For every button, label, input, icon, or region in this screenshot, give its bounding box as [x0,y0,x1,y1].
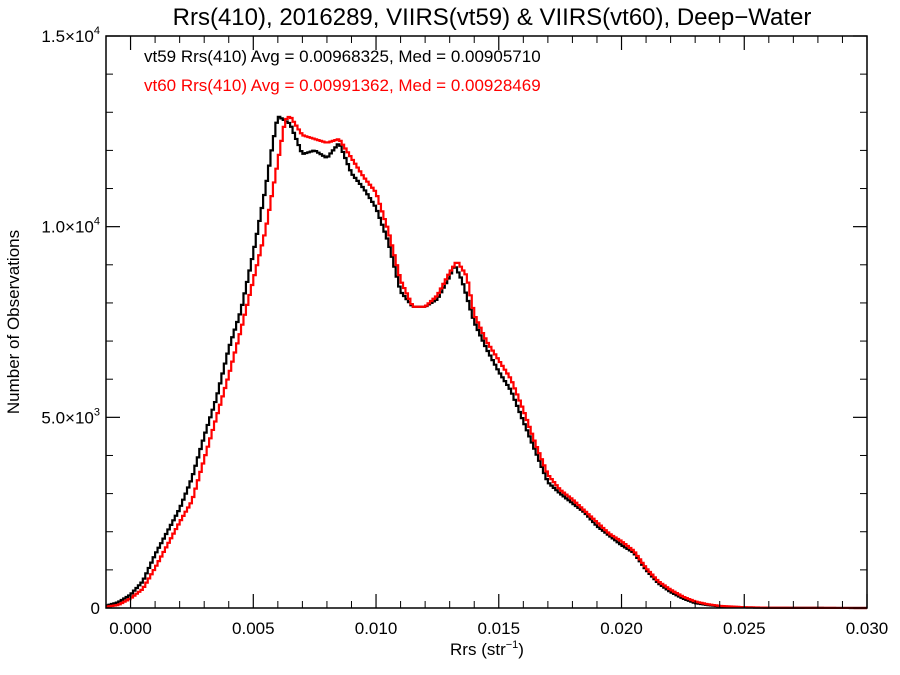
y-tick-label: 5.0×103 [41,406,100,427]
plot-frame [105,35,868,609]
tick-layer: 0.000 0.005 0.010 0.015 0.020 0.025 0.030 0 5.0×… [41,25,888,638]
y-tick-label: 1.0×104 [41,216,100,237]
y-axis-label: Number of Observations [4,230,23,414]
legend-entry-vt60: vt60 Rrs(410) Avg = 0.00991362, Med = 0.… [144,76,541,95]
series-line-vt59 [106,115,867,610]
x-tick-label: 0.020 [600,619,643,638]
chart-title: Rrs(410), 2016289, VIIRS(vt59) & VIIRS(v… [173,4,812,31]
x-tick-label: 0.030 [846,619,889,638]
x-axis-label-close: ) [518,640,524,659]
series-layer [106,115,867,610]
x-axis-label-exponent: −1 [506,639,519,651]
y-tick-label: 1.5×104 [41,25,100,46]
x-tick-label: 0.010 [355,619,398,638]
x-axis-label-main: Rrs (str [450,640,506,659]
series-line-vt60 [106,115,867,610]
x-tick-label: 0.000 [109,619,152,638]
x-tick-label: 0.025 [723,619,766,638]
legend-entry-vt59: vt59 Rrs(410) Avg = 0.00968325, Med = 0.… [144,47,541,66]
x-tick-label: 0.005 [232,619,275,638]
y-tick-label: 0 [91,599,100,618]
x-axis-label: Rrs (str−1) [450,639,524,659]
x-tick-label: 0.015 [478,619,521,638]
